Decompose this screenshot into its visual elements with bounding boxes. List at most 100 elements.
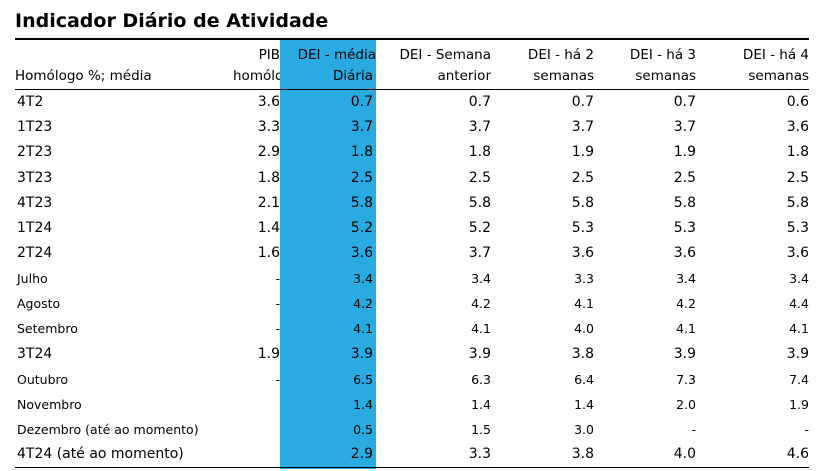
dei-2-semanas-value: 0.7 — [571, 94, 594, 111]
header-cell-dei-3-semanas-sub: semanas — [594, 63, 696, 90]
dei-media-value: 1.8 — [350, 144, 373, 161]
page-title: Indicador Diário de Atividade — [15, 10, 329, 32]
dei-4-semanas-value: 3.9 — [786, 345, 809, 362]
header-cell-dei-3-semanas: DEI - há 3 — [629, 47, 696, 63]
pib-value: 2.9 — [257, 144, 280, 161]
dei-semana-value: 3.3 — [376, 442, 491, 468]
table-row: 1T23 3.3 3.7 3.7 3.7 3.7 3.6 — [15, 115, 809, 140]
dei-media-value: 4.1 — [353, 321, 373, 337]
row-label: 3T24 — [17, 345, 53, 362]
dei-2-semanas-value: 1.9 — [571, 144, 594, 161]
dei-semana-value: 0.7 — [468, 94, 491, 111]
dei-4-semanas-value: 3.6 — [786, 245, 809, 262]
row-label: Agosto — [17, 296, 61, 312]
dei-semana-value: 4.1 — [471, 321, 491, 337]
dei-2-semanas-value: 3.8 — [491, 442, 594, 468]
header-cell-dei-2-semanas: DEI - há 2 — [527, 47, 594, 63]
dei-4-semanas-value: 3.6 — [786, 119, 809, 136]
dei-4-semanas-value: 4.6 — [696, 442, 809, 468]
pib-value — [233, 392, 280, 417]
dei-media-value: 3.6 — [350, 245, 373, 262]
table-row: 2T23 2.9 1.8 1.8 1.9 1.9 1.8 — [15, 140, 809, 165]
dei-semana-value: 3.7 — [468, 119, 491, 136]
dei-3-semanas-value: 7.3 — [676, 371, 696, 387]
dei-3-semanas-value: 3.7 — [673, 119, 696, 136]
dei-media-value: 2.5 — [350, 169, 373, 186]
header-cell — [15, 40, 233, 63]
header-cell-pib-sub: homólogo — [233, 63, 280, 90]
pib-value: - — [275, 371, 280, 387]
dei-4-semanas-value: 4.1 — [789, 321, 809, 337]
activity-table: PIB DEI - média DEI - Semana DEI - há 2 … — [15, 40, 809, 468]
dei-4-semanas-value: 0.6 — [786, 94, 809, 111]
dei-semana-value: 5.2 — [468, 220, 491, 237]
row-label: 1T23 — [17, 119, 53, 136]
dei-semana-value: 3.9 — [468, 345, 491, 362]
table-row: Agosto - 4.2 4.2 4.1 4.2 4.4 — [15, 291, 809, 316]
dei-media-value: 3.7 — [350, 119, 373, 136]
dei-semana-value: 6.3 — [471, 371, 491, 387]
pib-value: - — [275, 296, 280, 312]
dei-2-semanas-value: 4.0 — [574, 321, 594, 337]
dei-2-semanas-value: 5.3 — [571, 220, 594, 237]
table-row: Setembro - 4.1 4.1 4.0 4.1 4.1 — [15, 316, 809, 341]
dei-2-semanas-value: 3.7 — [571, 119, 594, 136]
dei-semana-value: 3.4 — [471, 270, 491, 286]
pib-value: 3.3 — [257, 119, 280, 136]
row-label: Novembro — [17, 396, 82, 412]
dei-semana-value: 2.5 — [468, 169, 491, 186]
row-label: 2T24 — [17, 245, 53, 262]
row-label: Dezembro (até ao momento) — [17, 422, 199, 438]
dei-media-value: 5.2 — [350, 220, 373, 237]
row-label: 3T23 — [17, 169, 53, 186]
pib-value: - — [275, 270, 280, 286]
dei-3-semanas-value: - — [691, 422, 696, 438]
pib-value — [233, 442, 280, 468]
dei-3-semanas-value: 3.6 — [673, 245, 696, 262]
dei-3-semanas-value: 5.8 — [673, 194, 696, 211]
dei-4-semanas-value: 7.4 — [789, 371, 809, 387]
pib-value: 2.1 — [257, 194, 280, 211]
dei-media-value: 0.7 — [350, 94, 373, 111]
dei-4-semanas-value: 2.5 — [786, 169, 809, 186]
table-row: Dezembro (até ao momento) 0.5 1.5 3.0 - - — [15, 417, 809, 442]
table-row: 1T24 1.4 5.2 5.2 5.3 5.3 5.3 — [15, 215, 809, 240]
dei-3-semanas-value: 3.4 — [676, 270, 696, 286]
table-row: 3T24 1.9 3.9 3.9 3.8 3.9 3.9 — [15, 341, 809, 366]
pib-value: - — [275, 321, 280, 337]
table-row: Outubro - 6.5 6.3 6.4 7.3 7.4 — [15, 367, 809, 392]
table-row: 4T2 3.6 0.7 0.7 0.7 0.7 0.6 — [15, 90, 809, 115]
highlighted-column-background — [280, 40, 376, 469]
dei-semana-value: 1.4 — [471, 396, 491, 412]
dei-3-semanas-value: 3.9 — [673, 345, 696, 362]
dei-4-semanas-value: 5.3 — [786, 220, 809, 237]
table-row: Julho - 3.4 3.4 3.3 3.4 3.4 — [15, 266, 809, 291]
dei-media-value: 3.9 — [350, 345, 373, 362]
header-cell-row-label: Homólogo %; média — [15, 63, 233, 90]
dei-2-semanas-value: 3.3 — [574, 270, 594, 286]
dei-2-semanas-value: 2.5 — [571, 169, 594, 186]
dei-media-value: 3.4 — [353, 270, 373, 286]
dei-2-semanas-value: 1.4 — [574, 396, 594, 412]
dei-2-semanas-value: 5.8 — [571, 194, 594, 211]
dei-semana-value: 5.8 — [468, 194, 491, 211]
dei-media-value: 4.2 — [353, 296, 373, 312]
pib-value: 1.6 — [257, 245, 280, 262]
row-label: Setembro — [17, 321, 78, 337]
header-cell-dei-4-semanas-sub: semanas — [696, 63, 809, 90]
dei-3-semanas-value: 4.2 — [676, 296, 696, 312]
dei-media-value: 5.8 — [350, 194, 373, 211]
dei-4-semanas-value: 5.8 — [786, 194, 809, 211]
dei-media-value: 1.4 — [353, 396, 373, 412]
dei-4-semanas-value: 3.4 — [789, 270, 809, 286]
dei-3-semanas-value: 5.3 — [673, 220, 696, 237]
table-row: 2T24 1.6 3.6 3.7 3.6 3.6 3.6 — [15, 241, 809, 266]
title-underline — [15, 38, 809, 40]
header-cell-dei-media: DEI - média — [297, 47, 376, 63]
row-label: 4T24 (até ao momento) — [15, 442, 233, 468]
dei-semana-value: 4.2 — [471, 296, 491, 312]
row-label: Julho — [17, 270, 48, 286]
dei-semana-value: 1.8 — [468, 144, 491, 161]
row-label: 4T2 — [17, 94, 44, 111]
table-row: 4T23 2.1 5.8 5.8 5.8 5.8 5.8 — [15, 190, 809, 215]
